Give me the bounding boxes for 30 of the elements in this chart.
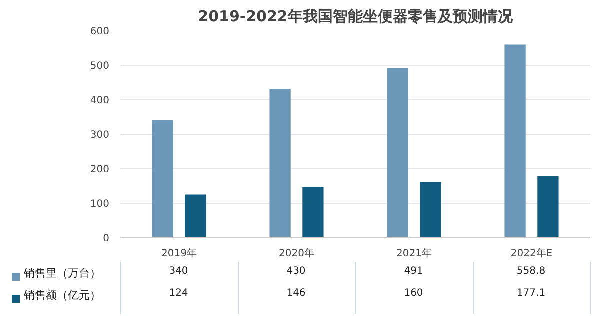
- data-label: 430: [286, 266, 307, 279]
- x-tick-label: 2019年: [162, 248, 197, 260]
- data-label: 340: [168, 266, 190, 279]
- bar: [270, 89, 291, 238]
- y-tick-label: 400: [90, 96, 110, 106]
- data-label: 558.8: [516, 266, 547, 279]
- chart-title: 2019-2022年我国智能坐便器零售及预测情况: [198, 8, 514, 26]
- bar: [504, 44, 526, 238]
- x-tick-label: 2020年: [279, 248, 314, 260]
- bar: [185, 194, 206, 238]
- data-label: 160: [403, 288, 424, 301]
- legend-label: 销售里（万台）: [24, 266, 101, 282]
- data-label: 146: [286, 288, 307, 301]
- y-tick-label: 500: [90, 61, 110, 72]
- bar: [538, 176, 559, 238]
- data-label: 177.1: [516, 288, 547, 301]
- y-tick-label: 100: [90, 199, 110, 210]
- data-label: 491: [403, 266, 424, 279]
- bar: [420, 182, 442, 238]
- y-tick-label: 0: [103, 234, 110, 244]
- x-tick-label: 2022年E: [510, 248, 553, 260]
- bar: [302, 187, 324, 238]
- x-tick-label: 2021年: [396, 248, 432, 260]
- y-tick-label: 300: [90, 130, 110, 141]
- bar: [387, 68, 408, 238]
- data-label: 124: [168, 288, 190, 301]
- y-tick-label: 200: [90, 164, 110, 176]
- y-tick-label: 600: [90, 26, 110, 38]
- bar: [152, 120, 174, 238]
- legend-label: 销售额（亿元）: [24, 288, 101, 304]
